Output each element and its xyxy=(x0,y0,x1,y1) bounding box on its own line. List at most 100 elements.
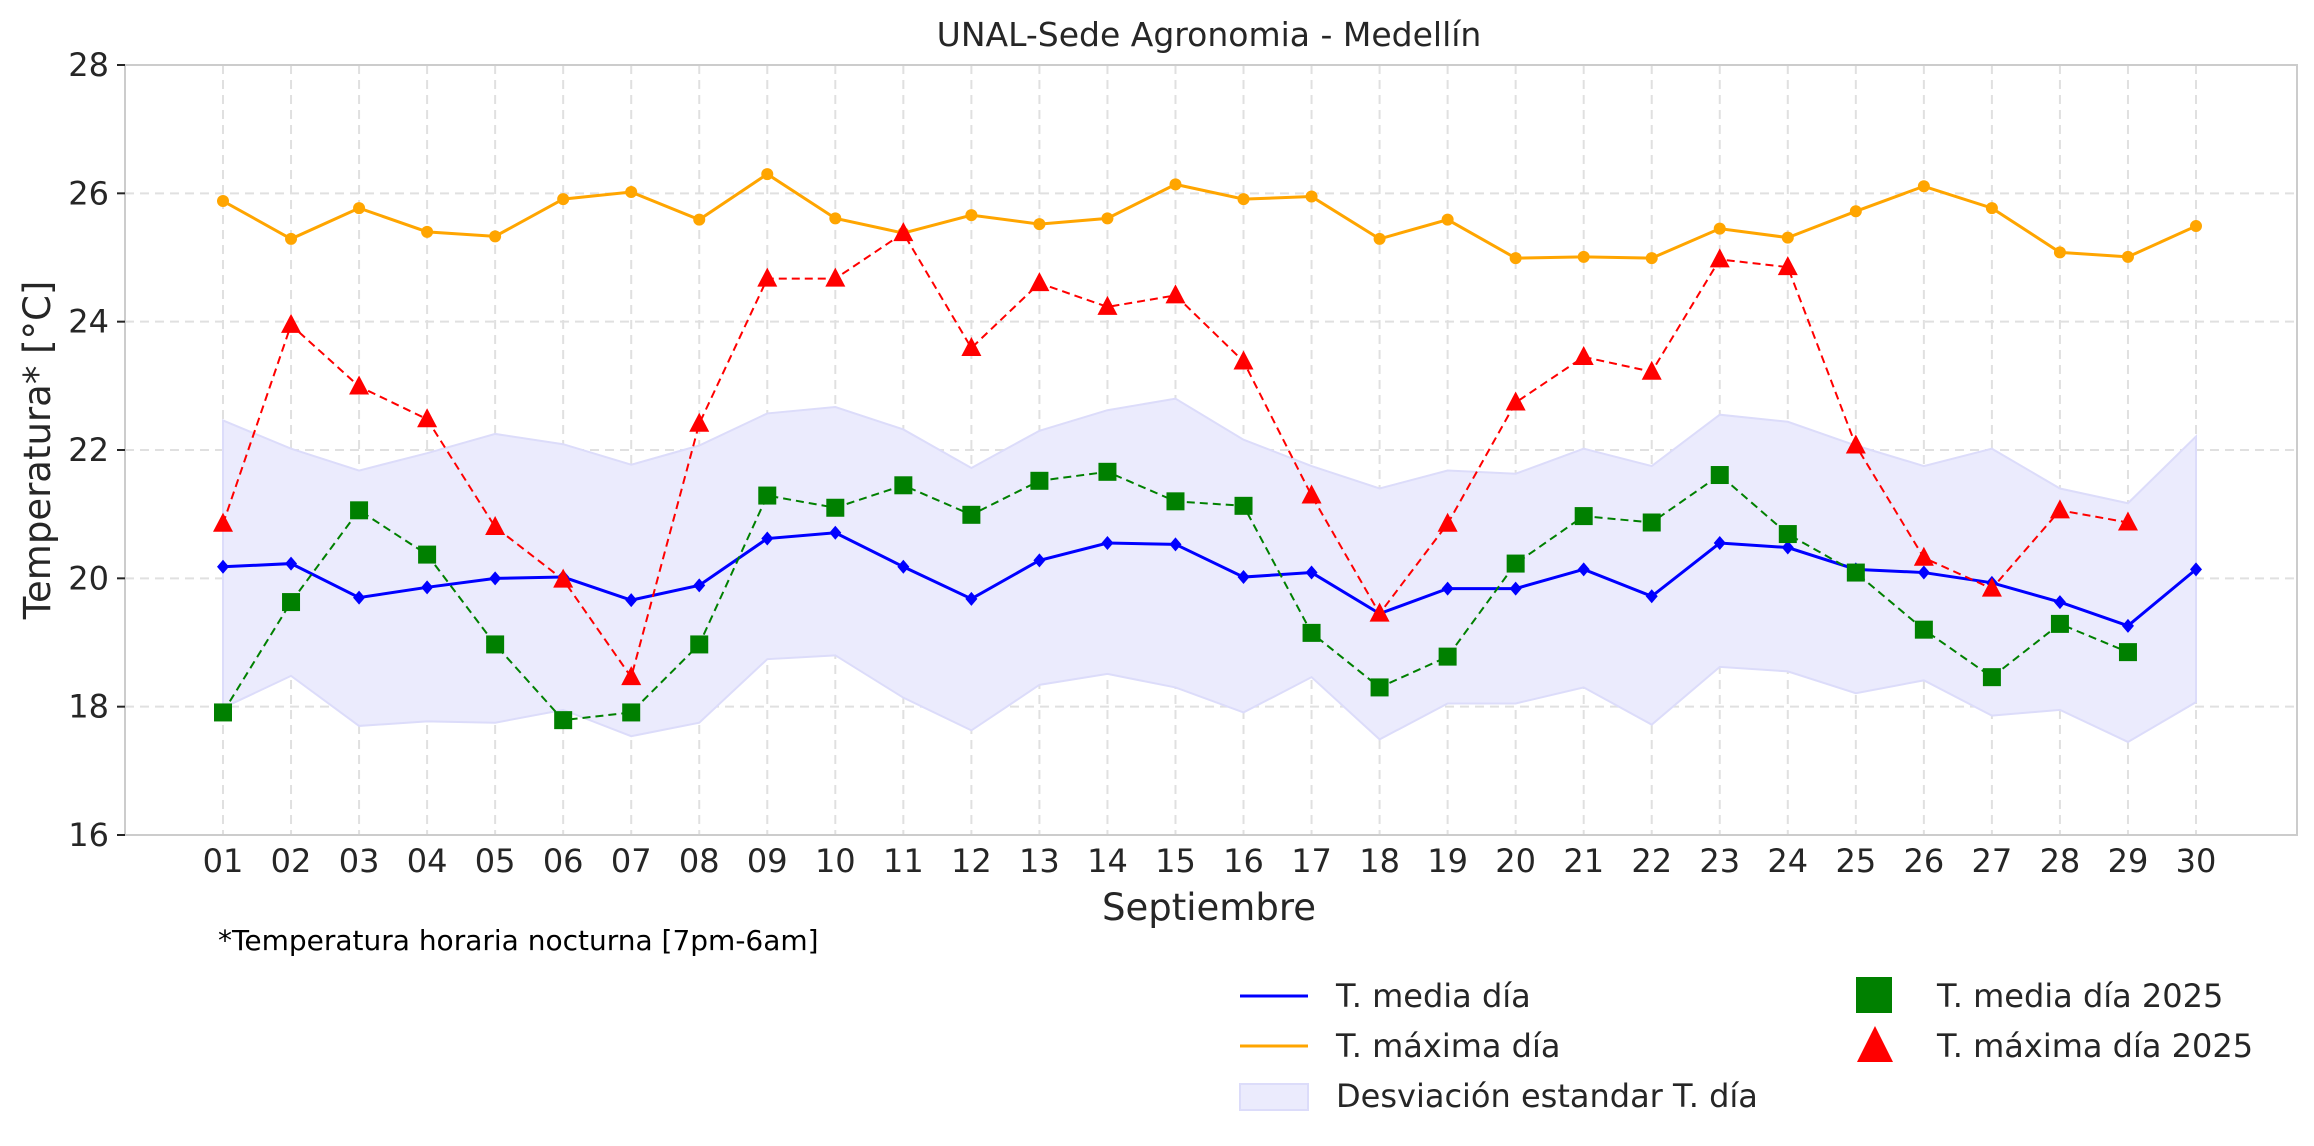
data-point xyxy=(894,476,913,495)
data-point xyxy=(285,556,298,571)
data-point xyxy=(2121,250,2134,263)
data-point xyxy=(693,213,706,226)
x-tick-label: 16 xyxy=(1223,842,1264,880)
x-tick-label: 25 xyxy=(1835,842,1876,880)
data-point xyxy=(625,593,638,608)
x-tick-label: 15 xyxy=(1155,842,1196,880)
data-point xyxy=(1237,193,1250,206)
y-ticks: 16 18 20 22 24 26 28 xyxy=(68,46,125,854)
data-point xyxy=(1305,190,1318,203)
std-band xyxy=(222,397,2197,744)
y-tick-label: 24 xyxy=(68,303,109,341)
data-point xyxy=(1233,350,1254,370)
data-point xyxy=(1301,484,1322,504)
series-layer xyxy=(213,168,2202,730)
data-point xyxy=(1169,537,1182,552)
data-point xyxy=(1237,570,1250,585)
data-point xyxy=(2121,618,2134,633)
data-point xyxy=(622,703,641,722)
data-point xyxy=(2117,511,2138,531)
data-point xyxy=(1169,178,1182,191)
x-tick-label: 21 xyxy=(1563,842,1604,880)
data-point xyxy=(1641,360,1662,380)
data-point xyxy=(1509,581,1522,596)
data-point xyxy=(961,336,982,356)
data-point xyxy=(962,505,981,524)
data-point xyxy=(825,267,846,287)
x-tick-label: 13 xyxy=(1019,842,1060,880)
data-point xyxy=(690,635,709,654)
x-tick-label: 30 xyxy=(2176,842,2217,880)
data-point xyxy=(285,232,298,245)
data-point xyxy=(1574,507,1593,526)
data-point xyxy=(1506,554,1525,573)
data-point xyxy=(2053,246,2066,259)
series-t-m-xima-d-a-2025 xyxy=(213,222,2138,686)
data-point xyxy=(2190,220,2202,233)
data-point xyxy=(486,635,505,654)
data-point xyxy=(214,703,232,722)
data-point xyxy=(1778,525,1797,544)
data-point xyxy=(826,498,845,517)
data-point xyxy=(554,711,573,730)
legend-label: T. máxima día 2025 xyxy=(1936,1027,2253,1065)
x-tick-label: 29 xyxy=(2108,842,2149,880)
data-point xyxy=(353,590,366,605)
data-point xyxy=(1098,462,1117,481)
series-t-media-d-a-2025 xyxy=(214,462,2137,730)
data-point xyxy=(2049,499,2070,519)
x-tick-label: 28 xyxy=(2040,842,2081,880)
footnote: *Temperatura horaria nocturna [7pm-6am] xyxy=(218,924,819,957)
data-point xyxy=(829,525,842,540)
y-tick-label: 28 xyxy=(68,46,109,84)
x-axis-label: Septiembre xyxy=(1102,886,1316,929)
data-point xyxy=(1577,562,1590,577)
legend-swatch xyxy=(1239,1083,1309,1111)
chart-title: UNAL-Sede Agronomia - Medellín xyxy=(937,15,1482,54)
data-point xyxy=(421,225,434,238)
data-point xyxy=(1029,272,1050,292)
data-point xyxy=(2053,595,2066,610)
x-tick-label: 14 xyxy=(1087,842,1128,880)
x-tick-label: 07 xyxy=(611,842,652,880)
y-tick-label: 20 xyxy=(68,559,109,597)
data-point xyxy=(217,195,229,208)
x-tick-label: 10 xyxy=(815,842,856,880)
data-point xyxy=(965,209,978,222)
data-point xyxy=(621,666,642,686)
legend-label: T. media día xyxy=(1335,977,1531,1015)
data-point xyxy=(1849,205,1862,218)
data-point xyxy=(893,222,914,242)
legend-item: Desviación estandar T. día xyxy=(1239,1077,1758,1115)
x-tick-label: 05 xyxy=(475,842,516,880)
y-tick-label: 18 xyxy=(68,688,109,726)
data-point xyxy=(1781,231,1794,244)
x-tick-label: 20 xyxy=(1495,842,1536,880)
data-point xyxy=(1441,213,1454,226)
data-point xyxy=(757,267,778,287)
data-point xyxy=(1713,536,1726,551)
x-tick-label: 17 xyxy=(1291,842,1332,880)
y-tick-label: 22 xyxy=(68,431,109,469)
legend-item: T. máxima día 2025 xyxy=(1857,1026,2253,1065)
data-point xyxy=(485,516,506,535)
x-ticks: 01 02 03 04 05 06 07 08 09 10 11 12 13 14 15 16 17 18 19 20… xyxy=(203,842,2217,880)
data-point xyxy=(489,230,502,243)
data-point xyxy=(553,568,574,588)
data-point xyxy=(1101,212,1114,225)
data-point xyxy=(353,202,366,215)
series-line xyxy=(222,231,2129,680)
x-tick-label: 23 xyxy=(1699,842,1740,880)
x-tick-label: 09 xyxy=(747,842,788,880)
data-point xyxy=(1438,647,1457,666)
data-point xyxy=(2118,643,2137,662)
data-point xyxy=(1033,553,1046,568)
legend-label: T. media día 2025 xyxy=(1936,977,2223,1015)
x-tick-label: 03 xyxy=(339,842,380,880)
data-point xyxy=(1234,496,1253,515)
data-point xyxy=(1982,668,2001,687)
series-line xyxy=(222,531,2197,628)
data-point xyxy=(349,375,370,395)
data-point xyxy=(1781,540,1794,555)
